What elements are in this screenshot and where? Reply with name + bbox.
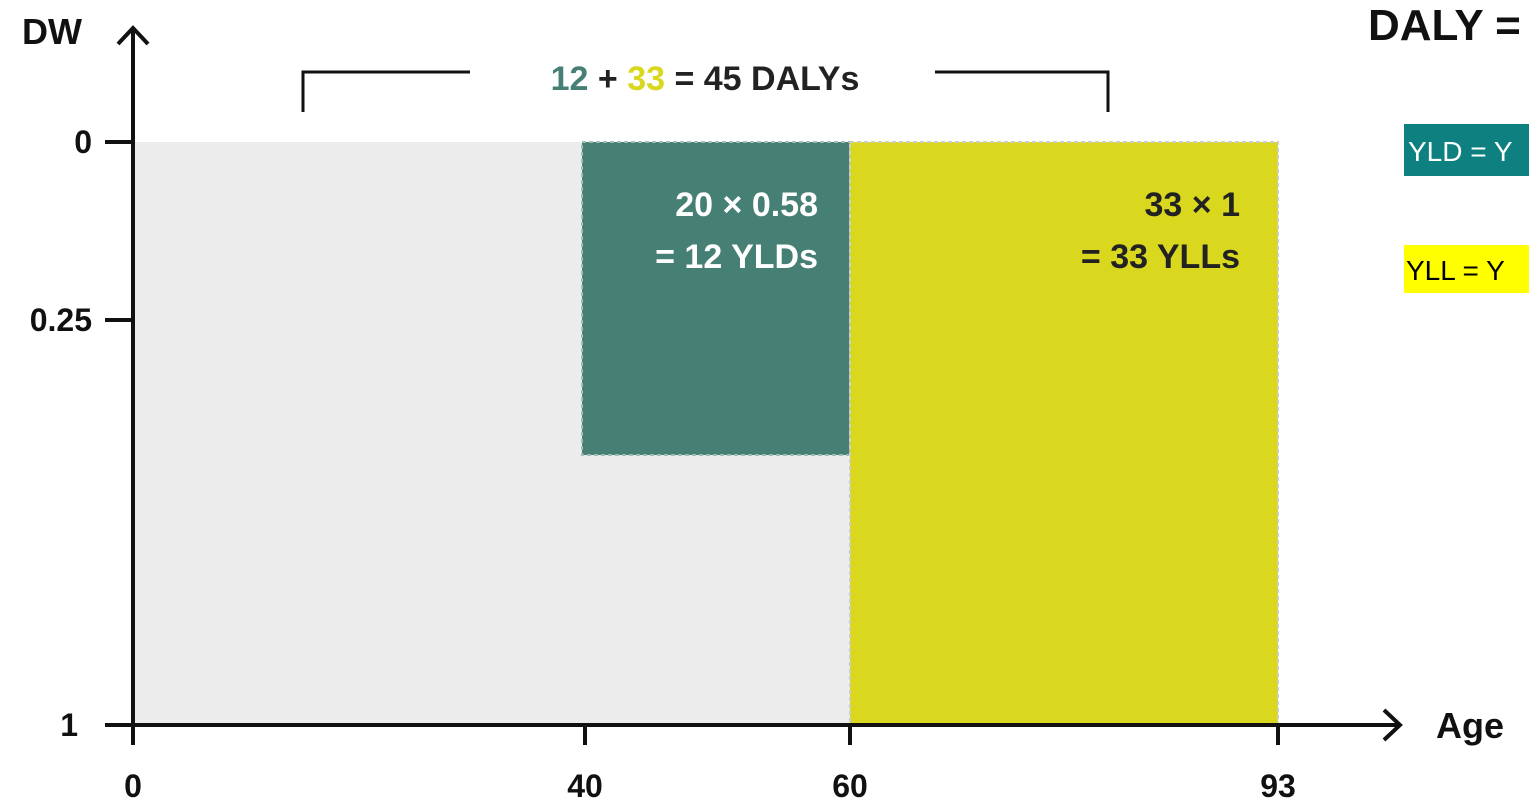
formula-yld: YLD = Y [1408,136,1513,167]
formula-yll: YLL = Y [1406,255,1505,286]
y-arrow [116,25,150,46]
yld-line: = 12 YLDs [655,238,818,276]
axes [105,25,1403,745]
total-plus: + [598,60,618,98]
total-yll: 33 [627,60,665,98]
total-formula: 12 + 33 = 45 DALYs [551,60,860,98]
x-tick-label: 60 [832,768,868,804]
x-label: Age [1436,705,1504,746]
y-tick-label: 1 [60,707,78,743]
yll-area [849,141,1279,726]
x-arrow [1382,708,1403,742]
y-tick-label: 0 [74,124,92,160]
yld-area [581,141,851,456]
bracket [301,70,1110,112]
y-tick-label: 0.25 [30,302,92,338]
x-tick-label: 93 [1260,768,1296,804]
yll-line: 33 × 1 [1145,186,1240,224]
yld-line: 20 × 0.58 [675,186,818,224]
formula-title: DALY = [1368,1,1521,50]
yll-highlight [1404,245,1529,293]
x-tick-label: 0 [124,768,142,804]
x-tick-label: 40 [567,768,603,804]
total-rest: = 45 DALYs [674,60,859,98]
y-label: DW [22,11,82,52]
yll-line: = 33 YLLs [1081,238,1240,276]
total-yld: 12 [551,60,589,98]
yld-highlight [1404,124,1529,176]
